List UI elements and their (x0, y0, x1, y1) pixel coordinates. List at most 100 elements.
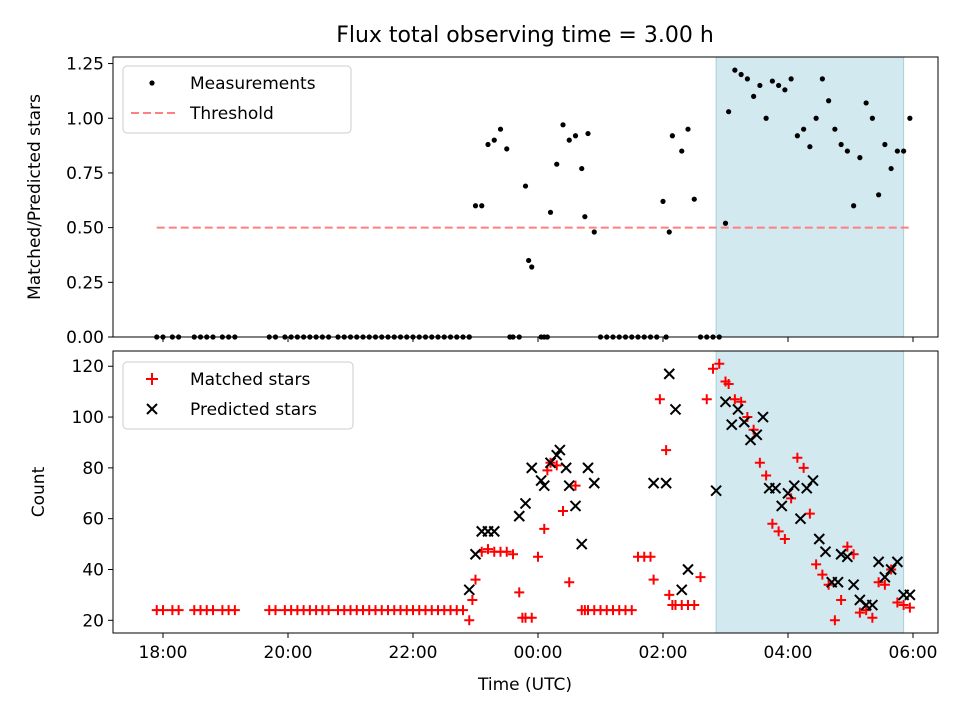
y-tick-label: 0.00 (66, 328, 104, 348)
matched-star-point (458, 605, 468, 616)
matched-star-point (645, 551, 656, 562)
matched-star-point (811, 559, 822, 570)
measurement-point (491, 137, 497, 143)
count-panel: 20 40 60 80 100 120 18:00 20:00 22:00 00:00 02:00… (29, 350, 939, 695)
measurement-point (882, 141, 888, 148)
matched-star-point (898, 600, 909, 611)
matched-star-point (270, 605, 281, 616)
matched-star-point (729, 394, 740, 405)
measurement-point (679, 148, 685, 154)
legend-threshold-label: Threshold (189, 104, 274, 124)
legend-matched-label: Matched stars (190, 370, 310, 390)
predicted-star-point (726, 418, 738, 431)
x-tick-label: 04:00 (764, 643, 813, 663)
ratio-panel: 0.00 0.25 0.50 0.75 1.00 1.25 Matched/Predict… (25, 55, 939, 348)
shaded-interval-top (715, 56, 905, 338)
measurement-point (888, 165, 894, 172)
measurement-point (526, 257, 532, 264)
predicted-star-points (463, 368, 916, 611)
predicted-star-point (519, 497, 532, 510)
measurement-point (813, 115, 819, 121)
predicted-star-point (732, 403, 744, 416)
matched-star-point (861, 605, 872, 616)
measurement-point (732, 67, 738, 73)
matched-star-point (689, 600, 700, 611)
measurement-point (522, 183, 529, 189)
chart-title: Flux total observing time = 3.00 h (336, 23, 714, 48)
measurement-point (863, 100, 869, 106)
measurement-point (726, 109, 732, 115)
measurement-point (757, 82, 763, 89)
predicted-star-point (535, 474, 547, 487)
predicted-star-point (819, 545, 832, 558)
matched-star-point (229, 605, 240, 616)
measurement-point (844, 148, 850, 154)
measurement-point (788, 76, 794, 82)
predicted-star-point (776, 500, 788, 512)
legend-matched-marker (146, 373, 158, 385)
matched-star-points (151, 358, 915, 626)
legend-predicted-marker (146, 403, 158, 415)
matched-star-point (779, 534, 790, 544)
measurement-point (585, 130, 591, 137)
matched-star-point (829, 615, 840, 626)
measurement-point (894, 148, 900, 154)
predicted-star-point (769, 482, 782, 494)
measurement-point (660, 198, 666, 204)
matched-star-point (654, 394, 665, 405)
measurement-point (579, 165, 585, 172)
matched-star-point (626, 605, 637, 616)
y-tick-label: 80 (82, 459, 104, 479)
x-tick-label: 02:00 (639, 643, 688, 663)
matched-star-point (533, 551, 543, 562)
predicted-star-point (832, 576, 844, 588)
predicted-star-point (488, 525, 500, 538)
measurement-point (838, 141, 844, 148)
measurement-point (819, 76, 825, 82)
matched-star-point (501, 546, 512, 557)
predicted-star-point (582, 462, 594, 474)
measurement-point (851, 203, 857, 209)
matched-star-point (564, 577, 575, 588)
predicted-star-point (513, 510, 525, 522)
matched-star-point (467, 594, 478, 605)
predicted-star-point (847, 579, 860, 591)
measurement-point (685, 126, 691, 132)
y-tick-label: 100 (72, 408, 104, 428)
predicted-star-point (647, 477, 660, 489)
predicted-star-point (751, 429, 763, 441)
predicted-star-point (891, 556, 904, 568)
measurement-point (669, 133, 675, 139)
measurement-point (497, 126, 504, 132)
measurement-point (901, 148, 907, 154)
predicted-star-point (563, 479, 575, 492)
predicted-star-point (719, 396, 732, 408)
measurement-point (807, 144, 813, 150)
x-tick-label: 00:00 (514, 643, 563, 663)
matched-star-point (464, 615, 475, 626)
measurement-point (529, 264, 535, 270)
matched-star-point (208, 605, 218, 616)
matched-star-point (514, 587, 525, 598)
y-tick-label: 40 (82, 560, 104, 580)
matched-star-point (714, 358, 725, 369)
y-tick-label: 0.25 (66, 273, 104, 293)
matched-star-point (854, 607, 865, 618)
x-tick-label: 20:00 (264, 643, 313, 663)
matched-star-point (804, 508, 815, 519)
measurement-point (582, 214, 588, 220)
predicted-star-point (576, 538, 588, 550)
ratio-legend: Measurements Threshold (122, 65, 352, 134)
predicted-star-point (813, 533, 825, 545)
count-y-ticks: 20 40 60 80 100 120 (72, 357, 113, 631)
count-y-axis-label: Count (29, 466, 49, 517)
matched-star-point (158, 605, 168, 616)
matched-star-point (695, 572, 706, 583)
measurement-point (722, 220, 729, 226)
y-tick-label: 1.25 (66, 55, 104, 75)
matched-star-point (664, 589, 675, 600)
x-tick-label: 22:00 (389, 643, 438, 663)
matched-star-point (879, 579, 890, 590)
predicted-star-point (841, 551, 854, 563)
